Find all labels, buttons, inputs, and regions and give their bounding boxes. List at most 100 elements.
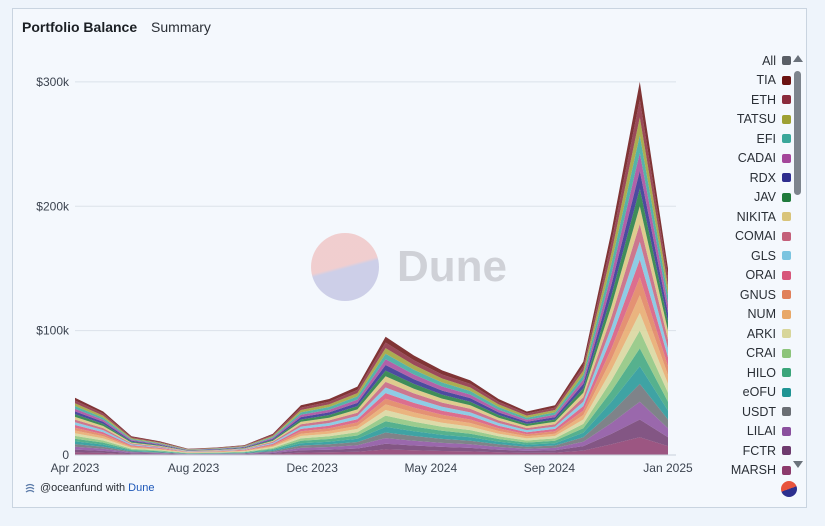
x-tick-label: Aug 2023 <box>168 461 220 475</box>
y-tick-label: 0 <box>62 448 69 462</box>
legend-label: CADAI <box>737 151 776 166</box>
x-tick-label: Jan 2025 <box>643 461 693 475</box>
dune-logo-icon <box>311 233 379 301</box>
legend-label: ARKI <box>746 326 776 341</box>
legend-item-gls[interactable]: GLS <box>719 246 791 266</box>
legend-label: EFI <box>756 131 776 146</box>
dune-watermark: Dune <box>311 233 507 301</box>
legend-item-marsh[interactable]: MARSH <box>719 461 791 480</box>
legend-item-tia[interactable]: TIA <box>719 71 791 91</box>
legend-swatch <box>782 134 791 144</box>
legend-swatch <box>782 95 791 105</box>
chart-footer: @oceanfund with Dune <box>25 482 154 494</box>
footer-handle[interactable]: @oceanfund with <box>40 482 126 494</box>
chart-legend: All TIA ETH TATSU EFI CADAI RDX JAV NIKITA COMAI G… <box>719 51 791 479</box>
area-series-lilai[interactable] <box>75 401 668 455</box>
area-series-usdt[interactable] <box>75 383 668 455</box>
legend-item-jav[interactable]: JAV <box>719 188 791 208</box>
x-tick-label: Apr 2023 <box>51 461 100 475</box>
legend-label: TIA <box>756 73 776 88</box>
area-series-eofu[interactable] <box>75 366 668 454</box>
legend-item-cadai[interactable]: CADAI <box>719 149 791 169</box>
legend-swatch <box>782 348 791 358</box>
legend-swatch <box>782 251 791 261</box>
legend-swatch <box>782 465 791 475</box>
legend-item-arki[interactable]: ARKI <box>719 324 791 344</box>
legend-label: TATSU <box>736 112 776 127</box>
x-tick-label: Dec 2023 <box>287 461 339 475</box>
legend-swatch <box>782 290 791 300</box>
legend-item-crai[interactable]: CRAI <box>719 344 791 364</box>
legend-item-usdt[interactable]: USDT <box>719 402 791 422</box>
legend-item-efi[interactable]: EFI <box>719 129 791 149</box>
legend-label: HILO <box>746 365 776 380</box>
chart-header: Portfolio Balance Summary <box>22 19 211 35</box>
legend-item-nikita[interactable]: NIKITA <box>719 207 791 227</box>
scroll-thumb[interactable] <box>794 71 801 195</box>
legend-item-lilai[interactable]: LILAI <box>719 422 791 442</box>
legend-scrollbar[interactable] <box>792 53 804 473</box>
legend-label: MARSH <box>730 463 776 478</box>
watermark-text: Dune <box>397 242 507 291</box>
dune-badge-icon[interactable] <box>781 481 797 497</box>
legend-item-comai[interactable]: COMAI <box>719 227 791 247</box>
legend-swatch <box>782 329 791 339</box>
legend-swatch <box>782 387 791 397</box>
legend-label: GLS <box>750 248 776 263</box>
legend-label: NUM <box>747 307 776 322</box>
legend-label: FCTR <box>742 443 776 458</box>
legend-swatch <box>782 309 791 319</box>
legend-item-rdx[interactable]: RDX <box>719 168 791 188</box>
legend-item-tatsu[interactable]: TATSU <box>719 110 791 130</box>
legend-swatch <box>782 407 791 417</box>
legend-item-hilo[interactable]: HILO <box>719 363 791 383</box>
legend-label: RDX <box>749 170 776 185</box>
legend-label: USDT <box>741 404 776 419</box>
legend-item-num[interactable]: NUM <box>719 305 791 325</box>
legend-label: NIKITA <box>736 209 776 224</box>
legend-swatch <box>782 212 791 222</box>
legend-swatch <box>782 231 791 241</box>
legend-swatch <box>782 173 791 183</box>
legend-label: LILAI <box>746 424 776 439</box>
legend-swatch <box>782 270 791 280</box>
legend-label: CRAI <box>746 346 776 361</box>
area-series-fctr[interactable] <box>75 419 668 455</box>
legend-swatch <box>782 56 791 66</box>
y-tick-label: $300k <box>36 75 70 89</box>
legend-label: GNUS <box>739 287 776 302</box>
legend-label: All <box>762 53 776 68</box>
legend-swatch <box>782 75 791 85</box>
y-tick-label: $100k <box>36 324 70 338</box>
chart-title: Portfolio Balance <box>22 19 138 35</box>
area-series-hilo[interactable] <box>75 348 668 454</box>
legend-label: ETH <box>751 92 776 107</box>
legend-label: JAV <box>754 190 776 205</box>
legend-item-gnus[interactable]: GNUS <box>719 285 791 305</box>
area-series-marsh[interactable] <box>75 437 668 455</box>
legend-label: COMAI <box>735 229 776 244</box>
scroll-up-icon[interactable] <box>793 55 803 62</box>
oceanfund-icon <box>25 483 35 493</box>
legend-swatch <box>782 426 791 436</box>
y-tick-label: $200k <box>36 199 70 213</box>
chart-card: Portfolio Balance Summary Dune $300k $200… <box>12 8 807 508</box>
legend-label: ORAI <box>745 268 776 283</box>
x-tick-label: Sep 2024 <box>524 461 576 475</box>
footer-brand-link[interactable]: Dune <box>128 482 155 494</box>
x-tick-label: May 2024 <box>404 461 457 475</box>
legend-swatch <box>782 114 791 124</box>
legend-item-fctr[interactable]: FCTR <box>719 441 791 461</box>
scroll-down-icon[interactable] <box>793 461 803 468</box>
legend-item-all[interactable]: All <box>719 51 791 71</box>
tab-summary[interactable]: Summary <box>151 19 211 35</box>
legend-label: eOFU <box>742 385 776 400</box>
legend-swatch <box>782 153 791 163</box>
legend-swatch <box>782 368 791 378</box>
legend-item-eofu[interactable]: eOFU <box>719 383 791 403</box>
legend-item-eth[interactable]: ETH <box>719 90 791 110</box>
legend-item-orai[interactable]: ORAI <box>719 266 791 286</box>
legend-swatch <box>782 446 791 456</box>
legend-swatch <box>782 192 791 202</box>
